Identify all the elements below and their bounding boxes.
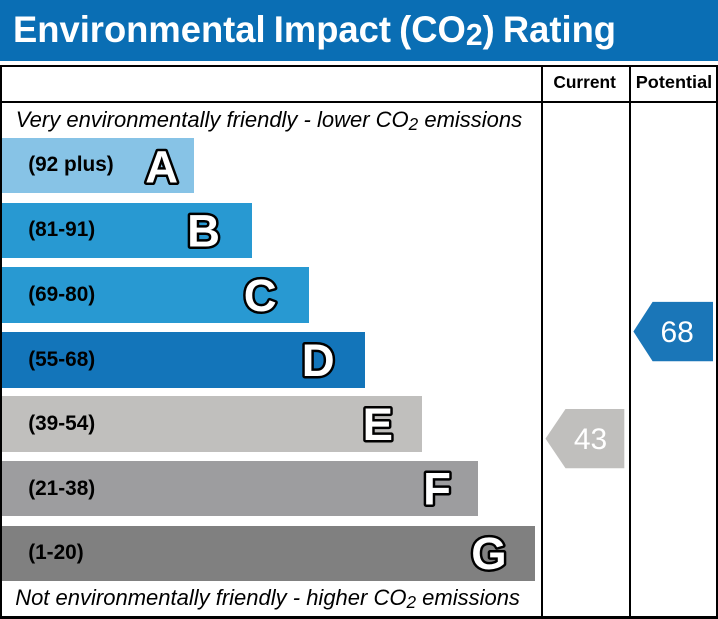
svg-text:68: 68 <box>661 316 694 349</box>
svg-text:A: A <box>145 142 178 193</box>
svg-text:B: B <box>187 205 220 256</box>
svg-text:E: E <box>363 399 393 450</box>
svg-text:G: G <box>471 528 506 579</box>
svg-text:F: F <box>423 464 451 515</box>
svg-text:C: C <box>244 270 277 321</box>
svg-text:43: 43 <box>574 423 607 456</box>
svg-text:D: D <box>302 335 335 386</box>
